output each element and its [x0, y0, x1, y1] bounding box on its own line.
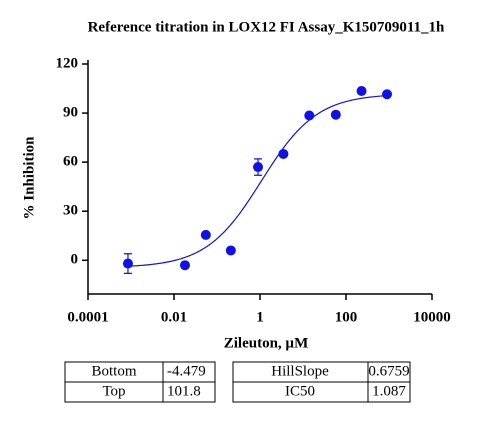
- y-tick-label: 0: [71, 252, 79, 268]
- table-cell: -4.479: [167, 363, 206, 379]
- y-tick-label: 30: [63, 203, 78, 219]
- x-axis-label: Zileuton, µM: [224, 335, 308, 351]
- data-point: [253, 162, 264, 173]
- table-cell: Bottom: [91, 363, 136, 379]
- table-cell: 1.087: [372, 383, 406, 399]
- table-cell: IC50: [285, 383, 315, 399]
- data-point: [200, 229, 211, 240]
- data-point: [356, 85, 367, 96]
- data-point: [179, 260, 190, 271]
- table-cell: HillSlope: [271, 363, 329, 379]
- chart-title: Reference titration in LOX12 FI Assay_K1…: [88, 19, 445, 35]
- data-point: [382, 89, 393, 100]
- table-cell: 0.6759: [368, 363, 409, 379]
- data-point: [304, 110, 315, 121]
- x-tick-label: 0.0001: [67, 309, 108, 325]
- data-point: [225, 245, 236, 256]
- y-tick-label: 90: [63, 105, 78, 121]
- x-tick-label: 10000: [413, 309, 451, 325]
- y-tick-label: 60: [63, 154, 78, 170]
- fit-table: Bottom -4.479 HillSlope 0.6759 Top 101.8…: [64, 361, 411, 403]
- x-tick-label: 1: [256, 309, 264, 325]
- table-cell: Top: [102, 383, 125, 399]
- x-tick-label: 100: [335, 309, 358, 325]
- table-cell: 101.8: [167, 383, 201, 399]
- y-tick-label: 120: [56, 55, 79, 71]
- data-point: [278, 148, 289, 159]
- data-point: [330, 109, 341, 120]
- x-tick-label: 0.01: [161, 309, 187, 325]
- fit-curve: [127, 95, 388, 267]
- y-axis-label: % Inhibition: [21, 136, 37, 220]
- data-point: [122, 258, 133, 269]
